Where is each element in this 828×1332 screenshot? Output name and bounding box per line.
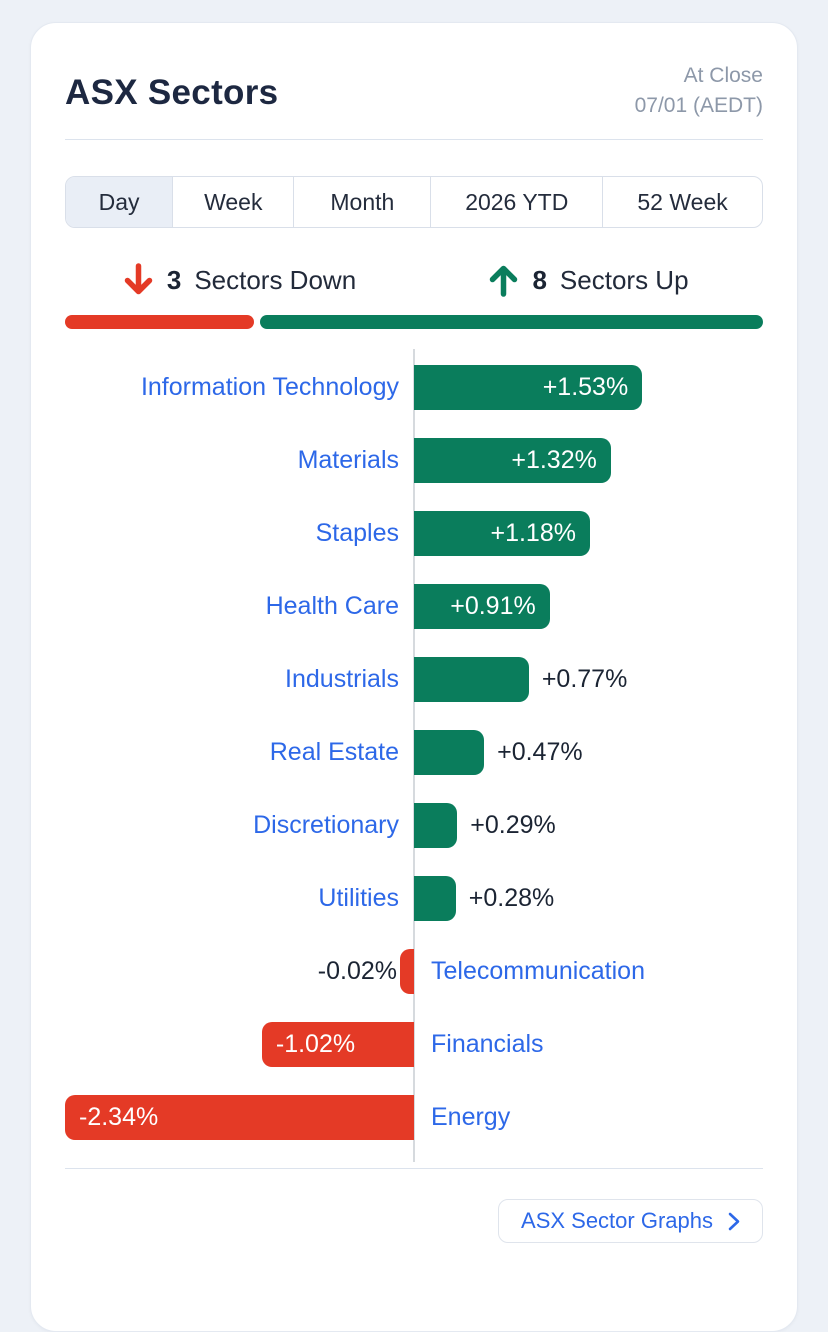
sector-label-information-technology[interactable]: Information Technology xyxy=(140,373,399,401)
sector-bar-utilities xyxy=(414,876,456,921)
bar-value: +0.77% xyxy=(541,665,628,693)
chart-row: Industrials +0.77% xyxy=(65,643,763,716)
close-date: 07/01 (AEDT) xyxy=(634,94,763,117)
sector-bar-discretionary xyxy=(414,803,458,848)
sector-label-staples[interactable]: Staples xyxy=(315,519,399,547)
bar-value: +1.32% xyxy=(511,446,597,474)
sector-bar-telecommunication xyxy=(400,949,414,994)
tab-week[interactable]: Week xyxy=(172,177,293,227)
chart-row: Discretionary +0.29% xyxy=(65,789,763,862)
sector-bar-industrials xyxy=(414,657,529,702)
sectors-down-summary: 3 Sectors Down xyxy=(65,258,414,302)
up-label: Sectors Up xyxy=(559,264,689,295)
asx-sector-graphs-button[interactable]: ASX Sector Graphs xyxy=(498,1199,763,1243)
sector-bar-energy: -2.34% xyxy=(65,1095,414,1140)
sector-label-health-care[interactable]: Health Care xyxy=(265,592,399,620)
sector-label-energy[interactable]: Energy xyxy=(431,1103,511,1131)
card-header: ASX Sectors At Close 07/01 (AEDT) xyxy=(65,23,763,121)
tab-52-week[interactable]: 52 Week xyxy=(602,177,762,227)
up-count: 8 xyxy=(532,264,547,295)
graphs-button-label: ASX Sector Graphs xyxy=(521,1208,713,1233)
down-count: 3 xyxy=(166,264,182,295)
chart-row: Materials +1.32% xyxy=(65,424,763,497)
as-of-status: At Close 07/01 (AEDT) xyxy=(635,61,763,121)
chart-row: Health Care +0.91% xyxy=(65,570,763,643)
chart-row: Financials -1.02% xyxy=(65,1008,763,1081)
sector-bar-information-technology: +1.53% xyxy=(414,365,643,410)
sector-bar-health-care: +0.91% xyxy=(414,584,550,629)
header-divider xyxy=(65,139,763,140)
sector-label-discretionary[interactable]: Discretionary xyxy=(253,811,399,839)
page-title: ASX Sectors xyxy=(65,73,279,112)
sector-label-utilities[interactable]: Utilities xyxy=(318,884,399,912)
down-ratio-segment xyxy=(65,315,254,329)
bar-value: -1.02% xyxy=(275,1030,356,1058)
chart-divider xyxy=(65,1168,763,1169)
up-arrow-icon xyxy=(488,261,519,299)
chart-row: Telecommunication -0.02% xyxy=(65,935,763,1008)
tab-day[interactable]: Day xyxy=(66,177,173,227)
sector-label-materials[interactable]: Materials xyxy=(297,446,399,474)
bar-value: +0.29% xyxy=(470,811,556,839)
chart-row: Real Estate +0.47% xyxy=(65,716,763,789)
period-tabs: Day Week Month 2026 YTD 52 Week xyxy=(65,176,763,228)
bar-value: +1.53% xyxy=(542,373,629,401)
bar-value: +0.28% xyxy=(468,884,555,912)
sector-ratio-bar xyxy=(65,315,763,329)
sector-bar-chart: Information Technology +1.53% Materials +1.… xyxy=(65,349,763,1162)
sector-bar-financials: -1.02% xyxy=(261,1022,414,1067)
chart-row: Utilities +0.28% xyxy=(65,862,763,935)
sector-label-real-estate[interactable]: Real Estate xyxy=(269,738,399,766)
up-ratio-segment xyxy=(259,315,763,329)
sectors-up-summary: 8 Sectors Up xyxy=(414,258,763,302)
sector-summary: 3 Sectors Down 8 Sectors Up xyxy=(65,258,763,302)
tab-2026-ytd[interactable]: 2026 YTD xyxy=(430,177,602,227)
bar-value: +0.47% xyxy=(497,738,583,766)
bar-value: +1.18% xyxy=(490,519,576,547)
asx-sectors-card: ASX Sectors At Close 07/01 (AEDT) Day Wee… xyxy=(30,22,798,1332)
down-label: Sectors Down xyxy=(194,264,357,295)
chart-row: Staples +1.18% xyxy=(65,497,763,570)
sector-bar-materials: +1.32% xyxy=(414,438,611,483)
chart-row: Information Technology +1.53% xyxy=(65,351,763,424)
tab-month[interactable]: Month xyxy=(293,177,430,227)
sector-label-telecommunication[interactable]: Telecommunication xyxy=(431,957,645,985)
at-close-label: At Close xyxy=(683,64,763,87)
bar-value: -2.34% xyxy=(79,1103,159,1131)
sector-label-industrials[interactable]: Industrials xyxy=(285,665,399,693)
sector-bar-staples: +1.18% xyxy=(414,511,590,556)
bar-value: -0.02% xyxy=(317,957,397,985)
chevron-right-icon xyxy=(728,1212,740,1231)
sector-bar-real-estate xyxy=(414,730,485,775)
card-footer: ASX Sector Graphs xyxy=(65,1199,763,1243)
chart-row: Energy -2.34% xyxy=(65,1081,763,1154)
bar-value: +0.91% xyxy=(450,592,536,620)
sector-label-financials[interactable]: Financials xyxy=(431,1030,544,1058)
down-arrow-icon xyxy=(123,261,154,299)
